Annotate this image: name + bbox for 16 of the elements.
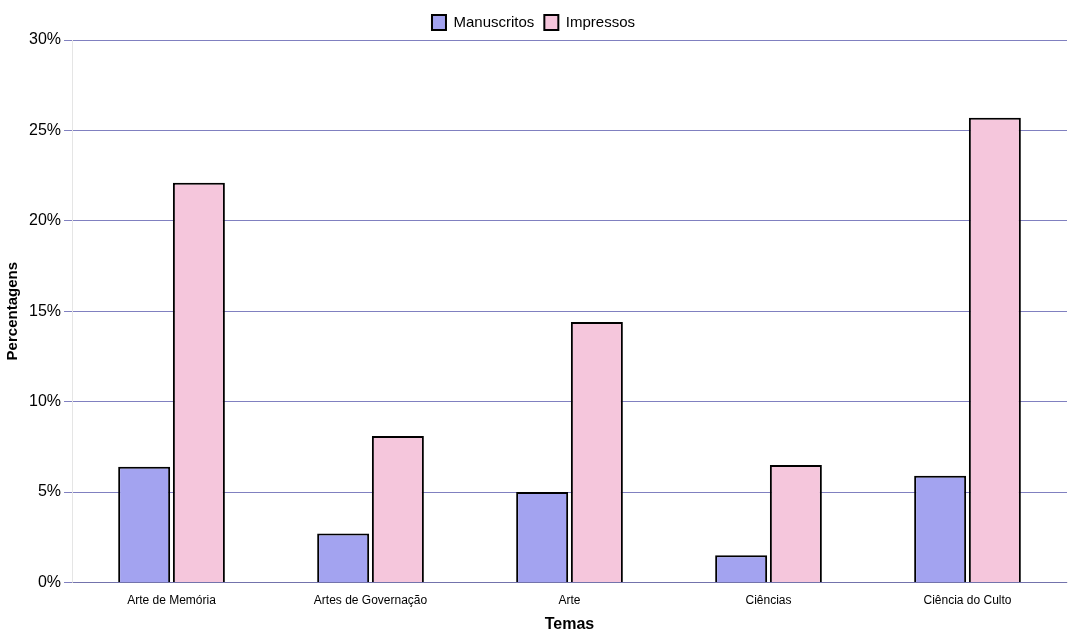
x-axis-title: Temas	[544, 614, 595, 632]
y-tick-label: 10%	[28, 392, 62, 410]
y-axis-title: Percentagens	[3, 262, 21, 361]
legend-label: Manuscritos	[453, 12, 535, 30]
y-tick-label: 15%	[28, 301, 62, 319]
y-tick-label: 5%	[37, 482, 62, 500]
y-tick-label: 0%	[37, 572, 62, 590]
y-tick-label: 30%	[28, 30, 62, 48]
x-tick-label: Ciência do Culto	[923, 592, 1012, 607]
y-tick-label: 20%	[28, 211, 62, 229]
legend-label: Impressos	[565, 12, 636, 30]
x-tick-label: Ciências	[745, 592, 792, 607]
x-tick-label: Arte de Memória	[127, 592, 217, 607]
x-tick-label: Arte	[558, 592, 581, 607]
y-tick-label: 25%	[28, 120, 62, 138]
x-tick-label: Artes de Governação	[313, 592, 428, 607]
